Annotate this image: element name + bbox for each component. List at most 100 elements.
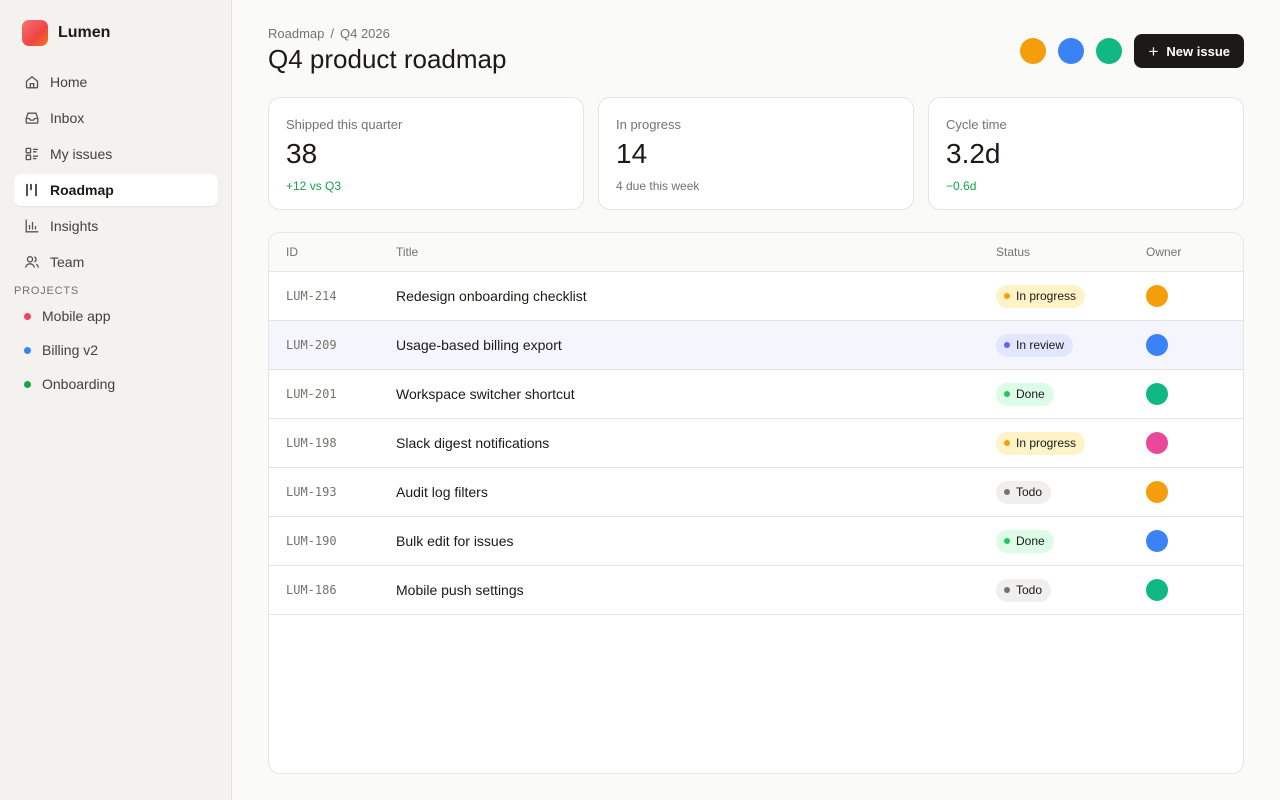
stat-note: +12 vs Q3 [286, 179, 342, 193]
project-color-dot [24, 346, 31, 354]
column-header-status[interactable]: Status [996, 245, 1031, 259]
table-row[interactable]: LUM-186 Mobile push settings Todo [269, 566, 1243, 615]
plus-icon: + [1148, 41, 1159, 61]
main-content: Roadmap / Q4 2026 Q4 product roadmap + New… [232, 0, 1280, 800]
sidebar-item-label: Insights [50, 218, 99, 234]
issue-id[interactable]: LUM-193 [286, 485, 337, 499]
stat-card-cycle-time: Cycle time 3.2d −0.6d [928, 97, 1244, 210]
status-badge[interactable]: Done [996, 529, 1054, 553]
issue-title[interactable]: Slack digest notifications [396, 435, 550, 451]
stat-value: 14 [616, 138, 648, 169]
project-label: Mobile app [42, 308, 111, 324]
project-item-billing-v2[interactable]: Billing v2 [14, 334, 218, 366]
table-row[interactable]: LUM-190 Bulk edit for issues Done [269, 517, 1243, 566]
owner-avatar[interactable] [1146, 530, 1168, 552]
status-dot [1004, 342, 1010, 348]
issue-id[interactable]: LUM-209 [286, 338, 337, 352]
sidebar-item-insights[interactable]: Insights [14, 210, 218, 242]
table-row[interactable]: LUM-198 Slack digest notifications In prog… [269, 419, 1243, 468]
status-badge[interactable]: Todo [996, 578, 1052, 602]
status-label: In progress [1016, 436, 1077, 450]
status-badge[interactable]: In progress [996, 431, 1086, 455]
app-name: Lumen [58, 24, 111, 41]
stat-note: −0.6d [946, 179, 977, 193]
sidebar-item-label: Inbox [50, 110, 85, 126]
project-label: Onboarding [42, 376, 116, 392]
status-dot [1004, 489, 1010, 495]
issue-title[interactable]: Mobile push settings [396, 582, 524, 598]
stat-card-in-progress: In progress 14 4 due this week [598, 97, 914, 210]
column-header-id[interactable]: ID [286, 245, 298, 259]
table-body: LUM-214 Redesign onboarding checklist In p… [269, 272, 1243, 615]
issue-id[interactable]: LUM-201 [286, 387, 337, 401]
stat-label: In progress [616, 117, 682, 132]
table-row[interactable]: LUM-201 Workspace switcher shortcut Done [269, 370, 1243, 419]
brand[interactable]: Lumen [22, 20, 110, 46]
owner-avatar[interactable] [1146, 334, 1168, 356]
header-actions: + New issue [1020, 34, 1244, 68]
status-badge[interactable]: Done [996, 382, 1054, 406]
issue-id[interactable]: LUM-190 [286, 534, 337, 548]
sidebar: Lumen Home Inbox My issues Roadmap [0, 0, 232, 800]
owner-avatar[interactable] [1146, 285, 1168, 307]
column-header-owner[interactable]: Owner [1146, 245, 1182, 259]
table-row[interactable]: LUM-209 Usage-based billing export In revi… [269, 321, 1243, 370]
issue-title[interactable]: Bulk edit for issues [396, 533, 514, 549]
sidebar-item-home[interactable]: Home [14, 66, 218, 98]
status-label: Done [1016, 534, 1045, 548]
projects-section-label: PROJECTS [14, 285, 80, 297]
stat-note: 4 due this week [616, 179, 700, 193]
avatar[interactable] [1058, 38, 1085, 64]
table-row[interactable]: LUM-214 Redesign onboarding checklist In p… [269, 272, 1243, 321]
owner-avatar[interactable] [1146, 481, 1168, 503]
project-item-onboarding[interactable]: Onboarding [14, 368, 218, 400]
breadcrumb-item[interactable]: Roadmap [268, 26, 325, 41]
avatar[interactable] [1020, 38, 1047, 64]
status-dot [1004, 440, 1010, 446]
issue-title[interactable]: Workspace switcher shortcut [396, 386, 575, 402]
issue-title[interactable]: Redesign onboarding checklist [396, 288, 587, 304]
bar-chart-icon [24, 218, 40, 234]
sidebar-item-my-issues[interactable]: My issues [14, 138, 218, 170]
table-header: ID Title Status Owner [269, 233, 1243, 272]
status-badge[interactable]: Todo [996, 480, 1052, 504]
breadcrumb-separator: / [330, 26, 334, 41]
column-header-title[interactable]: Title [396, 245, 419, 259]
status-badge[interactable]: In progress [996, 284, 1086, 308]
status-label: In progress [1016, 289, 1077, 303]
roadmap-icon [24, 182, 40, 198]
owner-avatar[interactable] [1146, 432, 1168, 454]
breadcrumb: Roadmap / Q4 2026 [268, 26, 390, 41]
issue-id[interactable]: LUM-198 [286, 436, 337, 450]
sidebar-item-label: Roadmap [50, 182, 114, 198]
sidebar-item-inbox[interactable]: Inbox [14, 102, 218, 134]
project-color-dot [24, 312, 31, 320]
issue-id[interactable]: LUM-214 [286, 289, 337, 303]
issue-title[interactable]: Usage-based billing export [396, 337, 562, 353]
status-dot [1004, 587, 1010, 593]
new-issue-label: New issue [1166, 43, 1230, 59]
owner-avatar[interactable] [1146, 579, 1168, 601]
home-icon [24, 74, 40, 90]
avatar[interactable] [1096, 38, 1123, 64]
status-label: In review [1016, 338, 1065, 352]
stat-label: Shipped this quarter [286, 117, 403, 132]
status-badge[interactable]: In review [996, 333, 1074, 357]
sidebar-item-roadmap[interactable]: Roadmap [14, 174, 218, 206]
table-row[interactable]: LUM-193 Audit log filters Todo [269, 468, 1243, 517]
issue-title[interactable]: Audit log filters [396, 484, 488, 500]
status-label: Todo [1016, 583, 1043, 597]
status-label: Done [1016, 387, 1045, 401]
status-label: Todo [1016, 485, 1043, 499]
new-issue-button[interactable]: + New issue [1134, 34, 1244, 68]
list-icon [24, 146, 40, 162]
app-logo [22, 20, 48, 46]
issue-id[interactable]: LUM-186 [286, 583, 337, 597]
project-color-dot [24, 380, 31, 388]
sidebar-item-team[interactable]: Team [14, 246, 218, 278]
breadcrumb-item[interactable]: Q4 2026 [340, 26, 390, 41]
owner-avatar[interactable] [1146, 383, 1168, 405]
projects-list: Mobile app Billing v2 Onboarding [14, 300, 218, 402]
project-item-mobile-app[interactable]: Mobile app [14, 300, 218, 332]
stats-row: Shipped this quarter 38 +12 vs Q3 In pro… [268, 97, 1244, 210]
